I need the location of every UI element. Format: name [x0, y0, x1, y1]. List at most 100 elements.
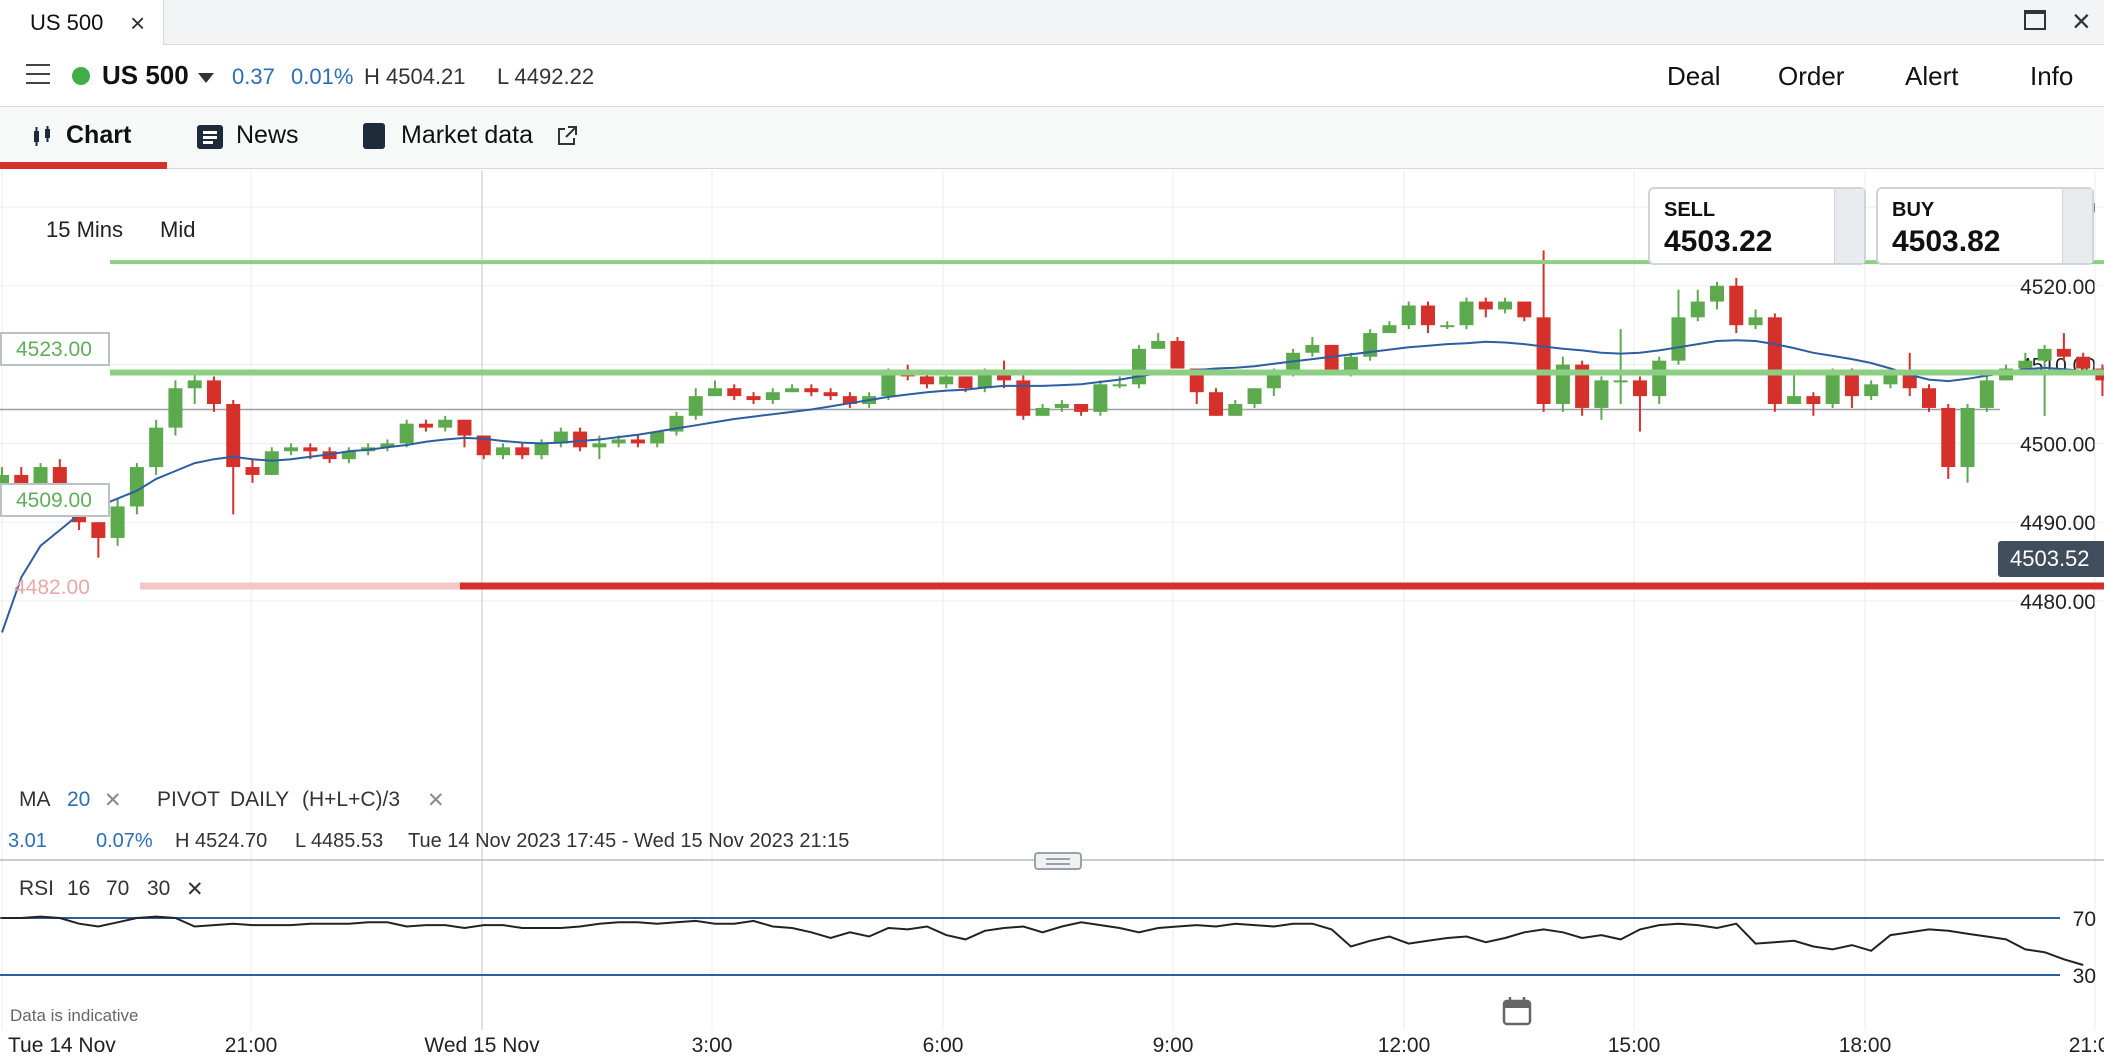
market-open-status-icon — [72, 67, 90, 85]
candle-body — [592, 443, 607, 448]
order-button[interactable]: Order — [1778, 61, 1845, 91]
candle-body — [1478, 301, 1493, 310]
candle-body — [91, 522, 106, 538]
rsi-tick-30: 30 — [2073, 965, 2096, 988]
y-tick-label: 4520.00 — [2020, 276, 2096, 299]
deal-button[interactable]: Deal — [1667, 61, 1721, 91]
candle-body — [919, 376, 934, 385]
rsi-lower-level[interactable]: 30 — [147, 877, 171, 900]
candle-body — [765, 392, 780, 401]
rsi-period[interactable]: 16 — [67, 877, 91, 900]
buy-button[interactable]: BUY 4503.82 — [1876, 187, 2094, 265]
sell-price: 4503.22 — [1664, 225, 1773, 258]
close-tab-icon[interactable]: × — [130, 8, 146, 38]
remove-ma-icon[interactable]: ✕ — [104, 789, 122, 812]
candle-body — [1151, 340, 1166, 349]
sell-button[interactable]: SELL 4503.22 — [1648, 187, 1866, 265]
candle-body — [804, 388, 819, 393]
candle-body — [457, 419, 472, 436]
pivot-indicator-label[interactable]: PIVOT — [157, 788, 221, 811]
candle-body — [1074, 404, 1089, 412]
candle-body — [1710, 285, 1725, 302]
candle-body — [1054, 404, 1069, 408]
candle-body — [573, 431, 588, 448]
ma-indicator-label[interactable]: MA — [19, 788, 51, 811]
external-link-icon[interactable] — [556, 125, 578, 147]
candle-body — [264, 451, 279, 475]
candle-body — [1305, 344, 1320, 353]
ma-period[interactable]: 20 — [67, 788, 91, 811]
maximize-icon[interactable] — [2024, 10, 2046, 30]
x-tick-label: 12:00 — [1378, 1034, 1431, 1056]
remove-pivot-icon[interactable]: ✕ — [427, 789, 445, 812]
candle-body — [1767, 317, 1782, 404]
current-price-tag: 4503.52 — [1998, 541, 2104, 577]
info-button[interactable]: Info — [2030, 61, 2074, 91]
level-label-middle[interactable]: 4509.00 — [0, 483, 110, 517]
rsi-line — [2, 915, 2084, 966]
interval-selector[interactable]: 15 Mins — [46, 217, 124, 242]
tab-chart[interactable]: Chart — [66, 121, 132, 149]
candle-body — [823, 392, 838, 397]
price-type-selector[interactable]: Mid — [160, 217, 196, 242]
candle-body — [284, 447, 299, 452]
level-label-upper[interactable]: 4523.00 — [0, 332, 110, 366]
active-tab-indicator — [0, 162, 167, 169]
candle-body — [1844, 372, 1859, 397]
candle-body — [1864, 384, 1879, 397]
tab-market-data[interactable]: Market data — [401, 121, 534, 149]
candle-body — [1035, 407, 1050, 416]
candle-body — [1401, 305, 1416, 326]
candle-body — [746, 396, 761, 401]
candle-body — [707, 388, 722, 397]
candle-body — [1170, 340, 1185, 369]
candlestick-icon — [34, 126, 50, 146]
close-window-icon[interactable]: × — [2072, 3, 2091, 39]
tab-title: US 500 — [30, 10, 104, 35]
menu-icon[interactable] — [26, 64, 50, 84]
sell-label: SELL — [1664, 199, 1716, 221]
candle-body — [2037, 348, 2052, 361]
remove-rsi-icon[interactable]: ✕ — [186, 878, 204, 901]
candle-body — [1093, 384, 1108, 412]
candle-body — [727, 388, 742, 397]
rsi-tick-70: 70 — [2073, 908, 2096, 931]
buy-label: BUY — [1892, 199, 1935, 221]
tab-news[interactable]: News — [236, 121, 299, 149]
x-tick-label: 21:00 — [225, 1034, 278, 1056]
candle-body — [881, 372, 896, 397]
candle-body — [245, 467, 260, 475]
candle-body — [1922, 388, 1936, 408]
candle-body — [515, 447, 530, 456]
x-tick-label: 3:00 — [692, 1034, 733, 1056]
chevron-down-icon[interactable] — [198, 73, 214, 83]
candle-body — [1883, 372, 1898, 385]
chart-panel[interactable]: 4530.004520.004510.004500.004490.004480.… — [0, 170, 2104, 1056]
instrument-name[interactable]: US 500 — [102, 60, 189, 90]
tab-us500[interactable]: US 500 × — [0, 0, 164, 45]
pivot-formula[interactable]: (H+L+C)/3 — [302, 788, 401, 811]
candle-body — [1979, 380, 1994, 408]
candle-body — [1343, 356, 1358, 373]
candle-body — [1286, 352, 1301, 373]
pivot-period[interactable]: DAILY — [230, 788, 290, 811]
rsi-upper-level[interactable]: 70 — [106, 877, 130, 900]
candle-body — [1517, 301, 1532, 318]
candle-body — [438, 419, 453, 428]
candle-body — [187, 380, 202, 389]
price-chart[interactable]: 4530.004520.004510.004500.004490.004480.… — [0, 170, 2104, 1056]
candle-body — [226, 404, 241, 468]
candle-body — [1209, 392, 1224, 416]
pane-resize-handle[interactable] — [1034, 852, 1082, 870]
candle-body — [553, 431, 568, 444]
candle-body — [303, 447, 318, 452]
candle-body — [977, 372, 992, 389]
candle-body — [149, 427, 164, 468]
candle-body — [997, 372, 1012, 381]
alert-button[interactable]: Alert — [1905, 61, 1959, 91]
candle-body — [630, 439, 645, 444]
range-change: 3.01 — [8, 830, 47, 852]
candle-body — [1536, 317, 1551, 404]
calendar-icon[interactable] — [1502, 996, 1532, 1026]
rsi-indicator-label[interactable]: RSI — [19, 877, 55, 900]
